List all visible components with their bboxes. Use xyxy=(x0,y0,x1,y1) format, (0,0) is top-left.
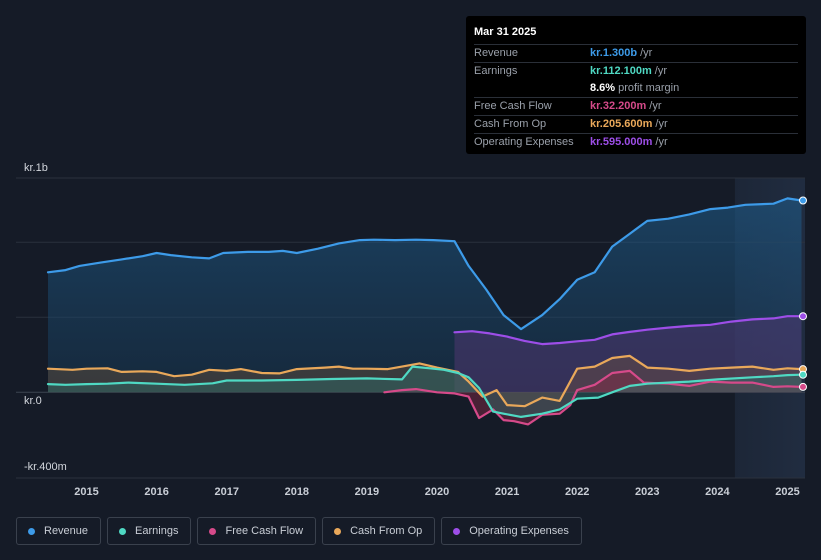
x-tick-label: 2025 xyxy=(775,486,799,498)
tooltip-row-cash-from-op: Cash From Op kr.205.600m /yr xyxy=(474,116,798,134)
operating-expenses-area xyxy=(454,316,802,393)
legend-item-free-cash-flow[interactable]: Free Cash Flow xyxy=(197,517,317,545)
legend-dot-icon xyxy=(28,527,35,535)
tooltip-row-profit-margin: 8.6% profit margin xyxy=(474,80,798,98)
x-tick-label: 2022 xyxy=(565,486,589,498)
tooltip-unit: /yr xyxy=(655,118,668,130)
tooltip-label xyxy=(474,80,590,97)
legend-item-operating-expenses[interactable]: Operating Expenses xyxy=(441,517,582,545)
tooltip-date: Mar 31 2025 xyxy=(474,24,798,45)
data-tooltip: Mar 31 2025 Revenue kr.1.300b /yr Earnin… xyxy=(466,16,806,154)
legend-item-cash-from-op[interactable]: Cash From Op xyxy=(322,517,436,545)
cfo-line xyxy=(46,354,803,408)
x-tick-label: 2015 xyxy=(74,486,98,498)
fcf-end-marker xyxy=(799,382,807,391)
y-axis-label-top: kr.1b xyxy=(24,162,48,174)
x-tick-label: 2020 xyxy=(425,486,449,498)
tooltip-unit: /yr xyxy=(640,47,653,59)
x-tick-label: 2016 xyxy=(144,486,168,498)
legend-dot-icon xyxy=(334,527,342,535)
tooltip-value: kr.595.000m xyxy=(590,136,653,148)
y-axis-label-bottom: -kr.400m xyxy=(24,461,67,473)
x-tick-label: 2024 xyxy=(705,486,730,498)
x-tick-label: 2019 xyxy=(355,486,379,498)
fcf-line xyxy=(383,369,803,426)
tooltip-label: Earnings xyxy=(474,65,518,77)
legend-label: Cash From Op xyxy=(350,525,423,537)
x-tick-label: 2023 xyxy=(635,486,659,498)
revenue-line xyxy=(46,197,803,331)
opex-end-marker xyxy=(799,312,807,321)
legend-item-revenue[interactable]: Revenue xyxy=(16,517,102,545)
legend-label: Revenue xyxy=(44,525,89,537)
cash-from-op-area xyxy=(48,355,802,407)
tooltip-row-revenue: Revenue kr.1.300b /yr xyxy=(474,45,798,63)
tooltip-value: kr.205.600m xyxy=(590,118,653,130)
legend-label: Operating Expenses xyxy=(469,525,569,537)
tooltip-unit: /yr xyxy=(654,65,668,77)
tooltip-value: kr.32.200m xyxy=(590,100,647,112)
legend-dot-icon xyxy=(209,527,217,535)
legend-label: Free Cash Flow xyxy=(225,525,304,537)
tooltip-value: kr.112.100m xyxy=(590,65,652,77)
tooltip-row-earnings: Earnings kr.112.100m /yr xyxy=(474,63,798,80)
tooltip-label: Revenue xyxy=(474,47,519,59)
tooltip-unit: /yr xyxy=(655,136,668,148)
tooltip-value: kr.1.300b xyxy=(590,47,638,59)
legend-dot-icon xyxy=(453,527,461,535)
legend-label: Earnings xyxy=(135,525,179,537)
tooltip-label: Cash From Op xyxy=(474,118,547,130)
opex-line xyxy=(453,315,803,346)
tooltip-value: 8.6% xyxy=(590,82,616,94)
tooltip-label: Free Cash Flow xyxy=(474,100,552,112)
tooltip-unit: profit margin xyxy=(618,82,680,94)
legend-item-earnings[interactable]: Earnings xyxy=(107,517,192,545)
earnings-area xyxy=(48,366,802,417)
x-tick-label: 2021 xyxy=(495,486,519,498)
tooltip-row-free-cash-flow: Free Cash Flow kr.32.200m /yr xyxy=(474,98,798,116)
x-tick-label: 2018 xyxy=(285,486,309,498)
tooltip-row-operating-expenses: Operating Expenses kr.595.000m /yr xyxy=(474,134,798,151)
revenue-end-marker xyxy=(799,196,807,205)
tooltip-unit: /yr xyxy=(649,100,662,112)
earnings-end-marker xyxy=(799,370,807,379)
x-tick-label: 2017 xyxy=(214,486,238,498)
chart-legend: Revenue Earnings Free Cash Flow Cash Fro… xyxy=(16,517,582,545)
earnings-line xyxy=(46,365,803,418)
y-axis-label-zero: kr.0 xyxy=(24,395,42,407)
legend-dot-icon xyxy=(119,527,127,535)
tooltip-label: Operating Expenses xyxy=(474,136,574,148)
